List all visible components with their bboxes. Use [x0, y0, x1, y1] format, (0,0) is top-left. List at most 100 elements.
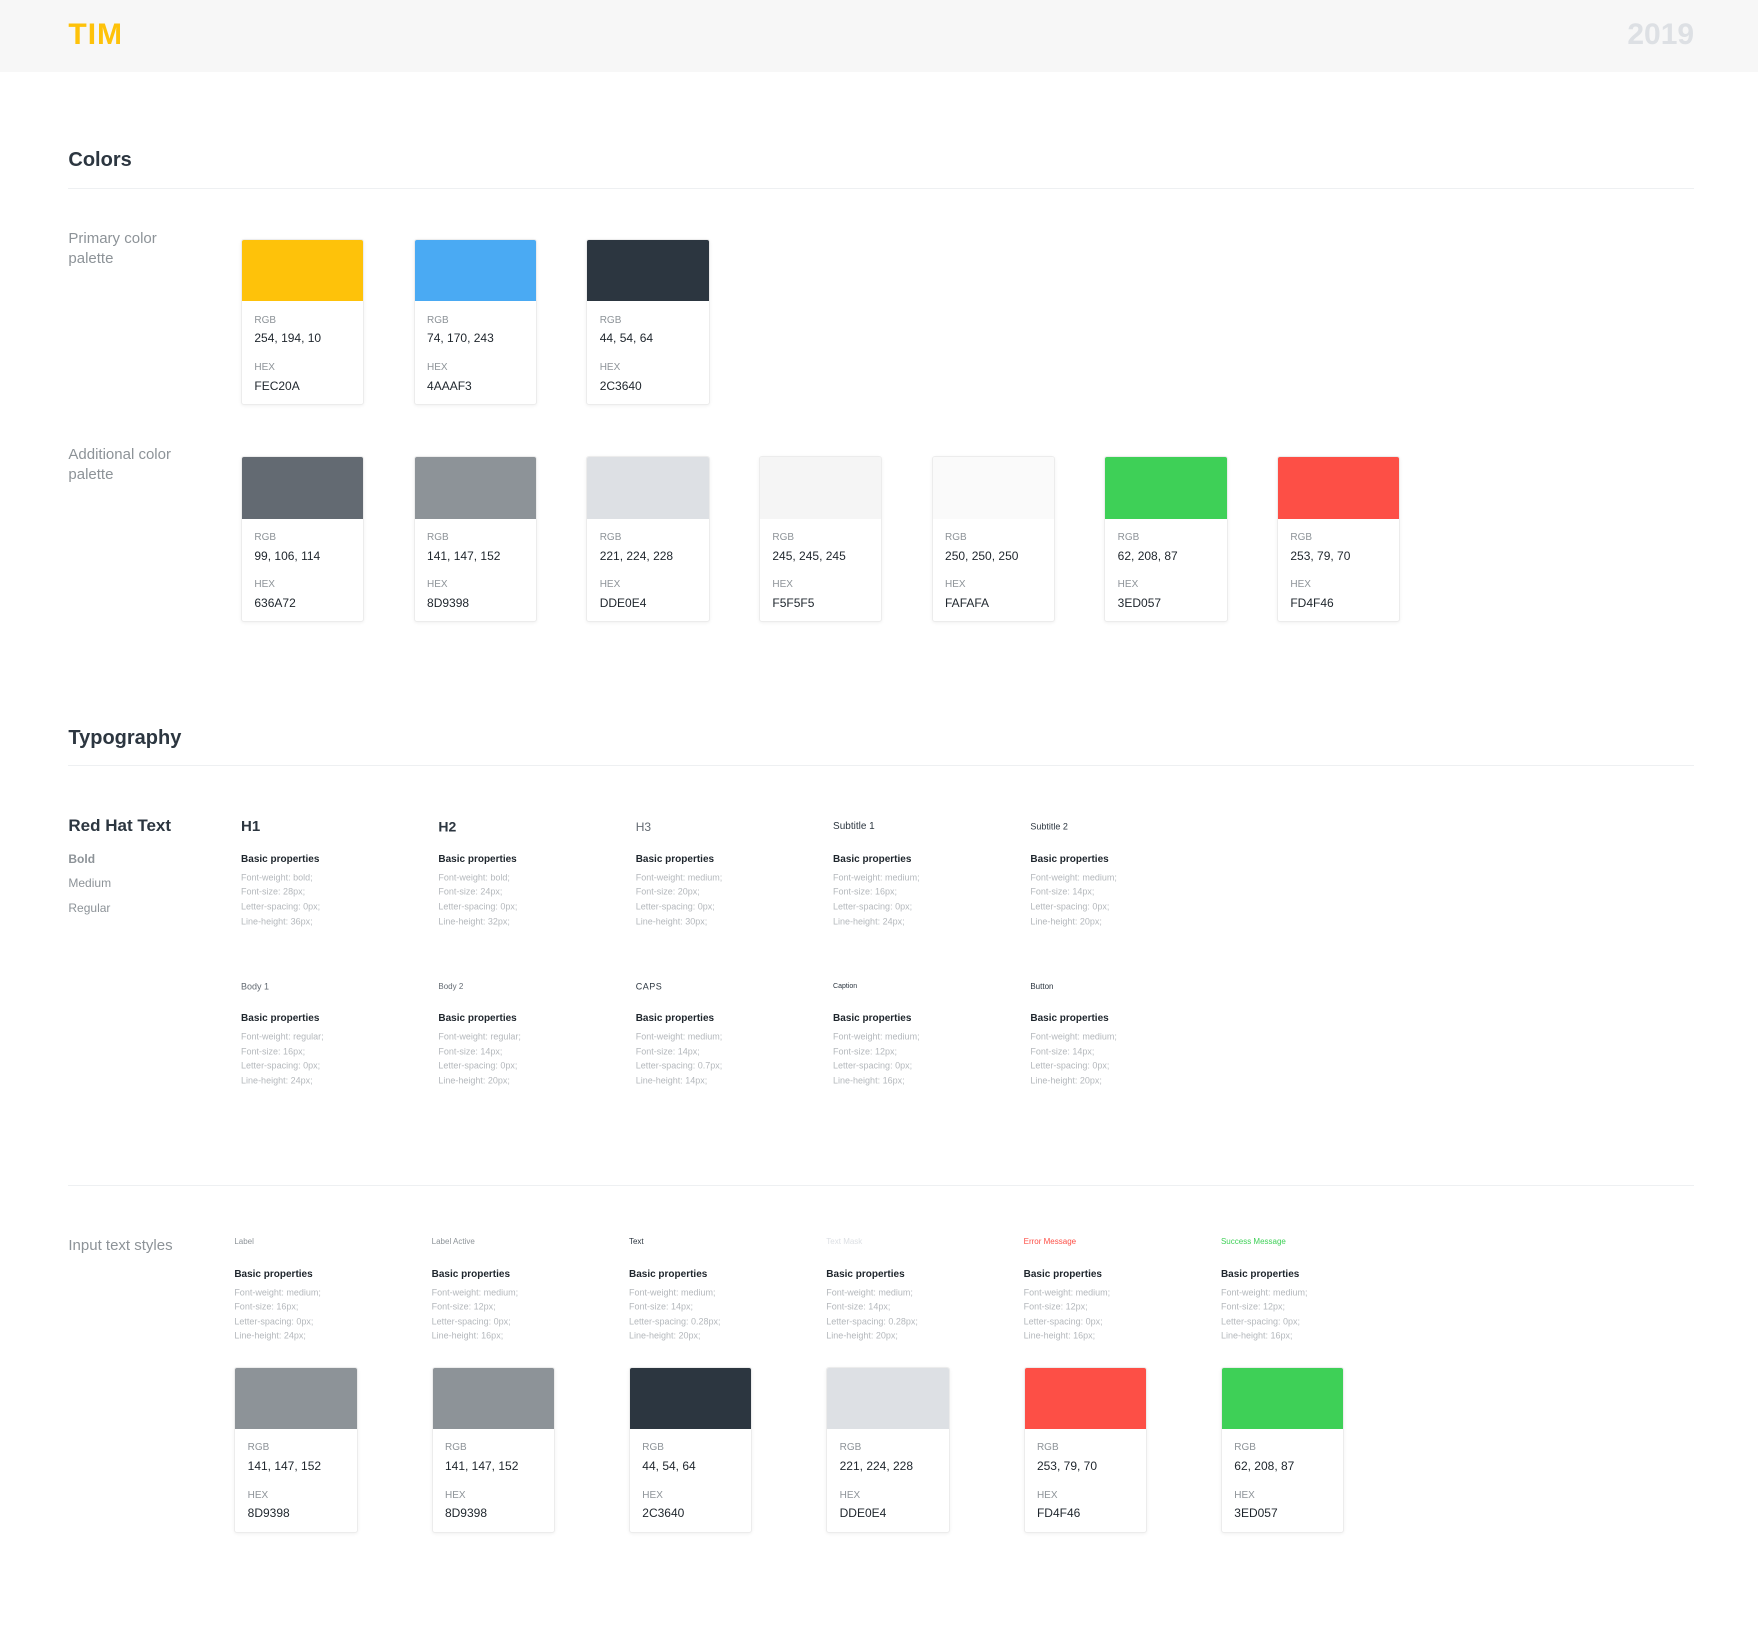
hex-label: HEX: [427, 361, 448, 373]
rgb-label: RGB: [1036, 1442, 1059, 1454]
font-weight: Medium: [68, 876, 112, 891]
font-weight: Regular: [68, 900, 111, 915]
hex-label: HEX: [1290, 579, 1311, 591]
year: 2019: [1627, 17, 1695, 51]
style-heading: Basic properties: [241, 853, 320, 865]
style-property: Letter-spacing: 0px;: [833, 1060, 913, 1071]
hex-value: FAFAFA: [945, 595, 990, 610]
hex-label: HEX: [444, 1489, 466, 1501]
style-property: Letter-spacing: 0px;: [1030, 1060, 1110, 1071]
rgb-label: RGB: [427, 314, 449, 326]
style-heading: Basic properties: [635, 1013, 715, 1025]
style-name: Text Mask: [826, 1237, 863, 1247]
style-name: Label: [234, 1237, 254, 1247]
style-heading: Basic properties: [628, 1268, 708, 1280]
palette-label: Primary color palette: [68, 229, 157, 267]
style-property: Line-height: 20px;: [1030, 916, 1102, 927]
style-heading: Basic properties: [833, 853, 912, 865]
hex-value: 3ED057: [1234, 1506, 1278, 1521]
style-heading: Basic properties: [1220, 1268, 1300, 1280]
style-name: Subtitle 2: [1030, 822, 1068, 833]
style-heading: Basic properties: [1023, 1268, 1102, 1280]
rgb-label: RGB: [772, 532, 795, 544]
rgb-value: 44, 54, 64: [642, 1459, 696, 1474]
rgb-label: RGB: [839, 1442, 862, 1454]
style-property: Font-weight: medium;: [1030, 872, 1117, 883]
style-heading: Basic properties: [241, 1013, 320, 1025]
style-property: Font-weight: medium;: [833, 872, 920, 883]
color-card: RGB 62, 208, 87 HEX 3ED057: [1220, 1366, 1345, 1533]
rgb-label: RGB: [427, 532, 449, 544]
hex-label: HEX: [254, 361, 275, 373]
style-heading: Basic properties: [826, 1268, 905, 1280]
style-property: Letter-spacing: 0.28px;: [628, 1316, 721, 1327]
style-property: Font-weight: medium;: [1030, 1031, 1117, 1042]
section-title: Colors: [68, 149, 132, 172]
style-name: Button: [1030, 981, 1054, 991]
style-property: Font-weight: medium;: [1220, 1287, 1308, 1298]
hex-value: FD4F46: [1036, 1506, 1081, 1521]
style-property: Letter-spacing: 0px;: [1220, 1316, 1300, 1327]
color-card: RGB 141, 147, 152 HEX 8D9398: [431, 1366, 555, 1533]
style-property: Line-height: 20px;: [628, 1331, 701, 1342]
hex-label: HEX: [599, 361, 621, 373]
style-property: Font-weight: bold;: [438, 872, 510, 883]
style-name: H1: [241, 818, 261, 836]
color-card: RGB 221, 224, 228 HEX DDE0E4: [826, 1366, 950, 1533]
style-property: Line-height: 30px;: [635, 916, 708, 927]
style-name: Body 2: [438, 981, 464, 991]
hex-label: HEX: [1234, 1489, 1255, 1501]
color-swatch: [1278, 457, 1400, 519]
color-swatch: [587, 457, 709, 519]
color-card: RGB 99, 106, 114 HEX 636A72: [241, 456, 365, 623]
color-swatch: [242, 457, 364, 519]
style-property: Font-size: 20px;: [635, 887, 700, 898]
color-swatch: [1105, 457, 1227, 519]
rgb-label: RGB: [1234, 1442, 1256, 1454]
style-property: Font-size: 24px;: [438, 887, 503, 898]
style-heading: Basic properties: [1030, 853, 1109, 865]
style-property: Line-height: 16px;: [1220, 1331, 1293, 1342]
style-property: Font-size: 14px;: [438, 1046, 503, 1057]
font-weight: Bold: [68, 851, 96, 866]
color-swatch: [235, 1367, 357, 1430]
style-name: H2: [438, 819, 457, 836]
color-swatch: [587, 239, 709, 302]
hex-value: 8D9398: [247, 1506, 290, 1521]
hex-value: 3ED057: [1117, 595, 1162, 610]
rgb-value: 254, 194, 10: [254, 331, 322, 346]
rgb-label: RGB: [254, 314, 277, 326]
style-property: Line-height: 20px;: [826, 1331, 898, 1342]
rgb-value: 141, 147, 152: [427, 548, 501, 563]
style-property: Letter-spacing: 0px;: [241, 1060, 321, 1071]
rgb-value: 141, 147, 152: [444, 1459, 519, 1474]
style-property: Letter-spacing: 0px;: [438, 1060, 518, 1071]
style-property: Font-size: 12px;: [833, 1046, 898, 1057]
section-label: Input text styles: [68, 1236, 173, 1254]
hex-label: HEX: [1117, 579, 1139, 591]
hex-value: DDE0E4: [599, 595, 647, 610]
style-property: Font-size: 14px;: [1030, 1046, 1095, 1057]
style-heading: Basic properties: [431, 1268, 511, 1280]
style-name: CAPS: [635, 981, 663, 992]
color-card: RGB 254, 194, 10 HEX FEC20A: [241, 238, 365, 405]
style-heading: Basic properties: [1030, 1013, 1109, 1025]
style-property: Line-height: 36px;: [241, 916, 313, 927]
style-heading: Basic properties: [438, 853, 517, 865]
rgb-value: 74, 170, 243: [427, 331, 494, 346]
color-card: RGB 253, 79, 70 HEX FD4F46: [1023, 1366, 1147, 1533]
style-property: Font-weight: medium;: [234, 1287, 321, 1298]
style-property: Letter-spacing: 0px;: [234, 1316, 314, 1327]
color-card: RGB 250, 250, 250 HEX FAFAFA: [931, 456, 1056, 623]
rgb-label: RGB: [642, 1442, 664, 1454]
rgb-value: 245, 245, 245: [772, 548, 846, 563]
color-card: RGB 221, 224, 228 HEX DDE0E4: [586, 456, 710, 623]
style-property: Font-weight: regular;: [241, 1031, 324, 1042]
style-property: Letter-spacing: 0px;: [241, 901, 321, 912]
hex-label: HEX: [772, 579, 793, 591]
style-property: Font-weight: regular;: [438, 1031, 521, 1042]
color-swatch: [414, 457, 537, 519]
style-property: Letter-spacing: 0px;: [438, 901, 518, 912]
divider: [68, 764, 1695, 766]
style-property: Font-weight: medium;: [635, 872, 723, 883]
